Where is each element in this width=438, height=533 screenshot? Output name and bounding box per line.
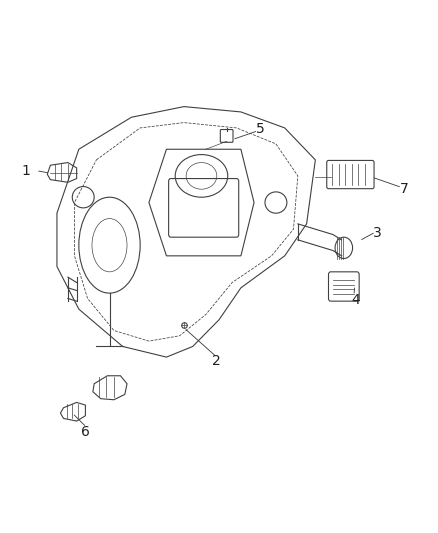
Text: 3: 3: [373, 226, 382, 240]
Text: 5: 5: [256, 122, 265, 136]
Text: 2: 2: [212, 354, 220, 368]
Text: 7: 7: [399, 182, 408, 196]
Text: 6: 6: [81, 425, 90, 439]
Text: 4: 4: [351, 293, 360, 306]
Text: 1: 1: [21, 164, 30, 177]
